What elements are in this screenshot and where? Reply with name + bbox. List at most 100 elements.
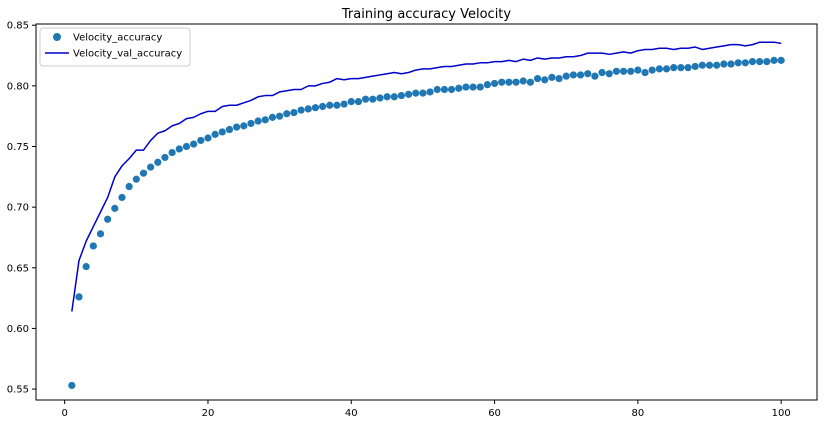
- velocity-accuracy-point: [555, 74, 563, 83]
- velocity-accuracy-point: [627, 67, 635, 75]
- series-velocity-accuracy: [68, 56, 785, 390]
- velocity-accuracy-point: [111, 204, 119, 212]
- velocity-accuracy-point: [498, 78, 506, 86]
- legend-label-velocity-val-accuracy: Velocity_val_accuracy: [73, 49, 182, 60]
- velocity-accuracy-point: [326, 101, 334, 109]
- velocity-accuracy-point: [233, 123, 241, 131]
- velocity-accuracy-point: [319, 102, 327, 111]
- velocity-accuracy-point: [82, 262, 90, 271]
- y-tick-label: 0.80: [7, 81, 29, 92]
- velocity-accuracy-point: [404, 90, 413, 98]
- velocity-accuracy-point: [204, 134, 212, 142]
- velocity-accuracy-point: [426, 88, 434, 96]
- y-tick-label: 0.60: [7, 324, 29, 335]
- velocity-accuracy-point: [591, 72, 599, 80]
- velocity-accuracy-point: [383, 93, 391, 101]
- velocity-accuracy-point: [139, 169, 148, 177]
- velocity-accuracy-point: [770, 56, 778, 64]
- velocity-accuracy-point: [756, 58, 764, 66]
- x-tick-label: 40: [345, 408, 358, 419]
- velocity-accuracy-point: [118, 193, 126, 202]
- velocity-accuracy-point: [612, 67, 620, 75]
- legend-box: [39, 27, 191, 67]
- velocity-accuracy-point: [168, 148, 176, 157]
- velocity-accuracy-point: [311, 104, 320, 112]
- x-tick-label: 100: [772, 408, 791, 419]
- velocity-accuracy-point: [261, 116, 269, 124]
- velocity-accuracy-point: [211, 130, 219, 138]
- velocity-accuracy-point: [68, 381, 76, 390]
- velocity-accuracy-point: [462, 83, 470, 91]
- velocity-accuracy-point: [533, 74, 542, 83]
- velocity-accuracy-point: [741, 59, 749, 67]
- velocity-accuracy-point: [125, 182, 133, 191]
- chart-title: Training accuracy Velocity: [341, 7, 512, 22]
- velocity-accuracy-point: [182, 142, 191, 151]
- velocity-accuracy-point: [541, 76, 549, 84]
- x-tick-label: 20: [202, 408, 215, 419]
- velocity-accuracy-point: [734, 59, 742, 67]
- velocity-accuracy-point: [89, 242, 97, 250]
- velocity-accuracy-point: [175, 145, 183, 153]
- y-tick-label: 0.85: [7, 21, 29, 32]
- velocity-accuracy-point: [576, 71, 585, 79]
- series-velocity-val-accuracy: [71, 41, 782, 312]
- velocity-accuracy-point: [648, 66, 656, 74]
- x-axis: 0 20 40 60 80 100: [61, 400, 791, 419]
- velocity-accuracy-point: [548, 73, 556, 81]
- velocity-accuracy-point: [304, 105, 312, 113]
- velocity-accuracy-point: [713, 61, 721, 69]
- velocity-accuracy-point: [584, 70, 592, 78]
- velocity-accuracy-point: [748, 58, 757, 66]
- legend-label-velocity-accuracy: Velocity_accuracy: [73, 33, 162, 44]
- velocity-accuracy-point: [720, 60, 728, 68]
- velocity-accuracy-point: [376, 94, 384, 102]
- velocity-accuracy-point: [512, 78, 520, 86]
- velocity-accuracy-point: [247, 119, 255, 128]
- velocity-accuracy-point: [369, 95, 377, 103]
- velocity-accuracy-point: [519, 77, 527, 85]
- velocity-accuracy-point: [240, 122, 248, 130]
- legend: Velocity_accuracy Velocity_val_accuracy: [39, 27, 191, 67]
- velocity-accuracy-point: [691, 62, 699, 71]
- y-tick-label: 0.70: [7, 203, 29, 214]
- velocity-accuracy-point: [147, 163, 155, 171]
- velocity-accuracy-point: [455, 84, 463, 92]
- velocity-accuracy-point: [354, 98, 363, 106]
- velocity-accuracy-point: [340, 100, 348, 108]
- velocity-accuracy-point: [96, 230, 105, 238]
- velocity-accuracy-point: [619, 67, 628, 75]
- legend-marker-velocity-accuracy: [53, 33, 61, 41]
- velocity-accuracy-point: [526, 78, 534, 86]
- velocity-accuracy-point: [777, 56, 785, 64]
- velocity-accuracy-point: [290, 108, 298, 117]
- velocity-accuracy-point: [483, 81, 491, 89]
- velocity-accuracy-point: [254, 117, 262, 125]
- velocity-accuracy-point: [684, 64, 692, 72]
- velocity-accuracy-point: [412, 89, 420, 97]
- velocity-accuracy-point: [705, 61, 714, 69]
- velocity-accuracy-point: [655, 65, 663, 73]
- plot-frame: [35, 23, 818, 401]
- y-tick-label: 0.55: [7, 385, 29, 396]
- velocity-accuracy-point: [132, 175, 140, 183]
- velocity-accuracy-point: [505, 78, 513, 86]
- velocity-accuracy-point: [225, 125, 234, 134]
- velocity-accuracy-point: [598, 68, 606, 77]
- velocity-accuracy-point: [727, 60, 735, 68]
- x-tick-label: 80: [632, 408, 645, 419]
- velocity-accuracy-point: [218, 128, 226, 136]
- velocity-accuracy-point: [297, 106, 305, 114]
- velocity-accuracy-point: [662, 65, 671, 73]
- plot-area: [36, 24, 817, 400]
- velocity-accuracy-point: [677, 64, 685, 72]
- x-tick-label: 60: [488, 408, 501, 419]
- y-tick-label: 0.75: [7, 142, 29, 153]
- velocity-accuracy-point: [698, 61, 706, 69]
- velocity-accuracy-point: [268, 113, 277, 121]
- velocity-accuracy-point: [283, 110, 291, 118]
- velocity-val-accuracy-line: [71, 41, 782, 312]
- velocity-accuracy-point: [469, 83, 477, 91]
